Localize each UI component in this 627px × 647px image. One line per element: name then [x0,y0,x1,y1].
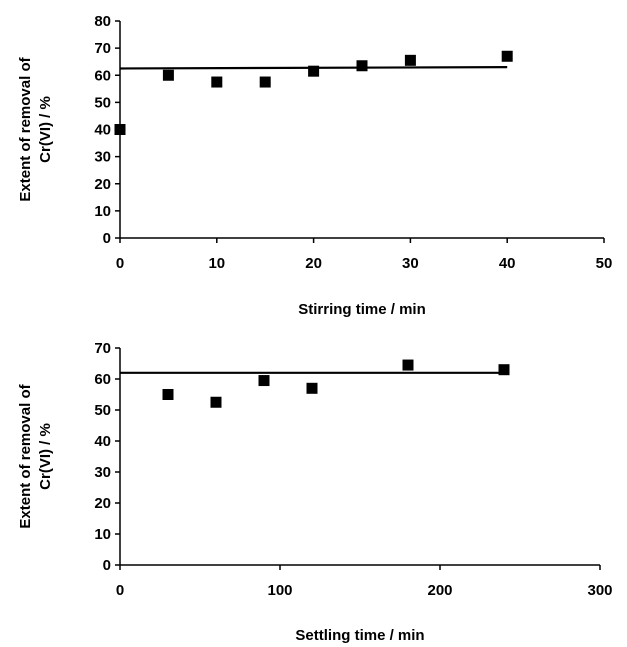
y-axis-title: Extent of removal of [17,383,34,528]
data-point [356,60,368,72]
x-tick-label: 200 [427,582,452,599]
x-tick-label: 0 [116,582,124,599]
settling-time-chart: 0 10 20 30 40 50 60 70 0 100 200 300 Settling time /… [17,340,613,644]
y-tick-label: 40 [94,122,111,139]
x-tick-label: 0 [116,255,124,272]
y-tick-label: 10 [94,203,111,220]
stirring-time-chart: 0 10 20 30 40 50 60 70 80 0 10 20 30 40 50 Stirring tim… [17,13,613,318]
data-point [308,65,320,77]
y-tick-label: 50 [94,402,111,419]
y-tick-label: 80 [94,13,111,30]
y-tick-label: 30 [94,149,111,166]
x-tick-label: 20 [305,255,322,272]
x-tick-label: 10 [208,255,225,272]
y-tick-label: 10 [94,526,111,543]
y-axis-title: Extent of removal of [17,56,34,201]
data-point [258,375,270,387]
data-point [402,359,414,371]
y-tick-label: 0 [103,557,111,574]
x-tick-label: 300 [587,582,612,599]
data-point [210,396,222,408]
data-point [404,54,416,66]
data-point [211,76,223,88]
data-point [259,76,271,88]
x-tick-label: 100 [267,582,292,599]
y-tick-label: 50 [94,94,111,111]
data-point [501,50,513,62]
y-tick-label: 20 [94,176,111,193]
x-tick-label: 30 [402,255,419,272]
y-tick-label: 60 [94,371,111,388]
x-axis-title: Stirring time / min [298,301,426,318]
y-tick-label: 70 [94,40,111,57]
y-tick-label: 40 [94,433,111,450]
y-tick-label: 30 [94,464,111,481]
data-point [306,382,318,394]
y-tick-label: 20 [94,495,111,512]
data-point [162,389,174,400]
data-point [498,364,510,376]
y-tick-label: 0 [103,230,111,247]
y-tick-label: 70 [94,340,111,357]
x-axis-title: Settling time / min [295,627,424,644]
data-point [162,69,174,81]
y-axis-title: Cr(VI) / % [37,96,54,163]
x-tick-label: 40 [499,255,516,272]
y-axis-title: Cr(VI) / % [37,423,54,490]
y-tick-label: 60 [94,67,111,84]
data-point [114,124,126,135]
x-tick-label: 50 [596,255,613,272]
